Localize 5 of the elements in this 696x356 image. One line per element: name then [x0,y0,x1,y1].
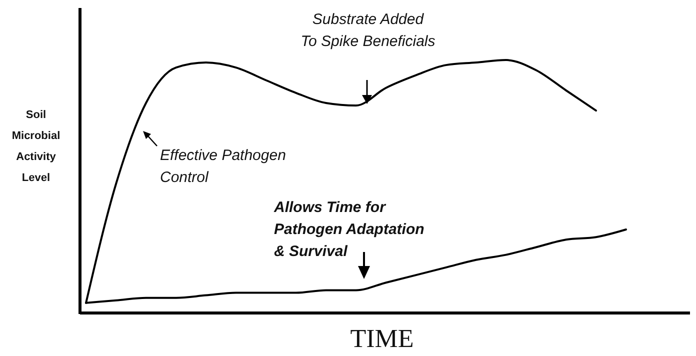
text: Substrate Added To Spike Beneficials [300,11,436,50]
x-axis-title: TIME [350,324,414,353]
annotation: Allows Time for Pathogen Adaptation & Survival [273,199,424,260]
annotation: Effective Pathogen Control [160,147,286,186]
y-axis-title: Soil Microbial Activity Level [12,109,60,184]
